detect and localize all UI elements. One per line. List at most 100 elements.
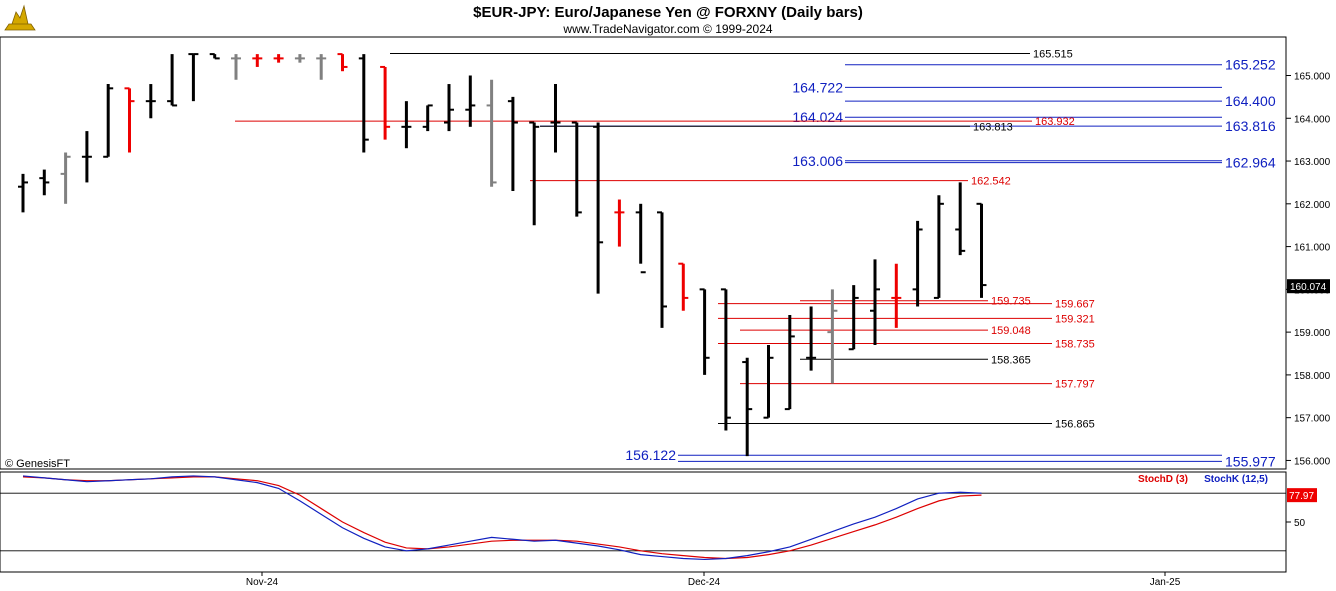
ohlc-bar xyxy=(763,344,774,419)
level-label: 164.400 xyxy=(1225,93,1276,109)
level-label: 163.006 xyxy=(792,153,843,169)
level-label: 163.816 xyxy=(1225,118,1276,134)
level-label: 159.735 xyxy=(991,296,1031,308)
stochastic-indicator: 50 77.97 xyxy=(0,475,1317,561)
ohlc-bar xyxy=(145,84,156,119)
ohlc-bar xyxy=(614,199,625,247)
price-tick-label: 163.000 xyxy=(1294,157,1331,168)
ohlc-bar xyxy=(912,220,923,307)
level-lines: 165.515 165.252 164.722 164.400 164.024 163.9… xyxy=(235,48,1276,469)
price-tick-label: 161.000 xyxy=(1294,243,1331,254)
watermark: © GenesisFT xyxy=(5,458,70,470)
ohlc-bar xyxy=(188,53,199,102)
stoch-last-label: 77.97 xyxy=(1289,491,1314,502)
ohlc-bar xyxy=(933,195,944,299)
chart-title: $EUR-JPY: Euro/Japanese Yen @ FORXNY (Da… xyxy=(473,4,863,21)
stoch-d-legend: StochD (3) xyxy=(1138,474,1188,485)
ohlc-bar xyxy=(231,54,241,80)
price-tick-label: 164.000 xyxy=(1294,114,1331,125)
ohlc-bar xyxy=(571,121,582,217)
level-label: 158.365 xyxy=(991,354,1031,366)
ohlc-bar xyxy=(81,131,92,183)
level-label: 156.865 xyxy=(1055,418,1095,430)
price-tick-label: 158.000 xyxy=(1294,371,1331,382)
ohlc-bar xyxy=(507,96,518,191)
level-label: 163.932 xyxy=(1035,116,1075,128)
level-label: 157.797 xyxy=(1055,379,1095,391)
time-tick-label: Dec-24 xyxy=(688,577,721,588)
ohlc-bar xyxy=(827,289,838,384)
price-panel xyxy=(0,36,1287,470)
ohlc-bar xyxy=(955,182,966,256)
stoch-k-line xyxy=(22,475,982,561)
ohlc-bar xyxy=(273,54,284,63)
price-tick-label: 156.000 xyxy=(1294,456,1331,467)
level-label: 159.667 xyxy=(1055,299,1095,311)
level-label: 162.964 xyxy=(1225,155,1276,171)
level-label: 165.252 xyxy=(1225,57,1276,73)
time-tick-label: Nov-24 xyxy=(246,577,279,588)
price-tick-label: 159.000 xyxy=(1294,328,1331,339)
ohlc-bar xyxy=(806,306,817,371)
ohlc-bar xyxy=(976,202,987,298)
ohlc-bar xyxy=(39,169,50,196)
level-label: 162.542 xyxy=(971,176,1011,188)
ohlc-bar xyxy=(60,152,71,204)
genesis-logo-icon xyxy=(4,4,36,31)
ohlc-bar xyxy=(678,262,689,311)
ohlc-bar xyxy=(593,122,604,294)
ohlc-bar xyxy=(784,315,795,411)
chart-subtitle: www.TradeNavigator.com © 1999-2024 xyxy=(562,22,772,36)
level-label: 164.024 xyxy=(792,109,843,125)
ohlc-bar xyxy=(720,288,731,431)
last-price-label: 160.074 xyxy=(1290,282,1327,293)
last-price-badge xyxy=(1287,279,1330,294)
level-label: 159.321 xyxy=(1055,313,1095,325)
ohlc-bar xyxy=(550,84,561,153)
level-label: 165.515 xyxy=(1033,48,1073,60)
ohlc-bar xyxy=(401,101,412,149)
level-label: 164.722 xyxy=(792,79,843,95)
ohlc-bar xyxy=(529,121,540,226)
level-label: 158.735 xyxy=(1055,338,1095,350)
ohlc-bar xyxy=(444,84,454,132)
stoch-last-badge xyxy=(1287,488,1317,503)
ohlc-bar xyxy=(891,263,902,328)
ohlc-bar xyxy=(167,54,178,107)
stoch-k-legend: StochK (12,5) xyxy=(1204,474,1268,485)
ohlc-bar xyxy=(380,65,391,140)
ohlc-bar xyxy=(18,173,28,213)
price-tick-label: 165.000 xyxy=(1294,71,1331,82)
ohlc-bar xyxy=(870,259,880,345)
header: $EUR-JPY: Euro/Japanese Yen @ FORXNY (Da… xyxy=(4,4,863,36)
ohlc-bar xyxy=(657,211,667,328)
ohlc-bar xyxy=(209,53,220,60)
ohlc-bar xyxy=(848,285,859,351)
time-tick-label: Jan-25 xyxy=(1150,577,1181,588)
ohlc-bar xyxy=(103,84,114,158)
price-tick-label: 157.000 xyxy=(1294,414,1331,425)
ohlc-bar xyxy=(742,357,753,457)
stoch-tick-label: 50 xyxy=(1294,518,1306,529)
ohlc-bar xyxy=(252,54,263,67)
ohlc-bar xyxy=(486,79,497,187)
price-tick-label: 162.000 xyxy=(1294,200,1331,211)
level-label: 159.048 xyxy=(991,325,1031,337)
ohlc-bar xyxy=(465,75,476,127)
ohlc-bar xyxy=(422,104,433,132)
stoch-d-line xyxy=(22,476,982,560)
ohlc-bar xyxy=(699,288,710,375)
level-label: 156.122 xyxy=(625,447,676,463)
ohlc-bar xyxy=(294,54,305,63)
ohlc-bar xyxy=(124,87,135,153)
ohlc-bar xyxy=(316,54,327,80)
ohlc-bar xyxy=(635,203,646,274)
level-label: 155.977 xyxy=(1225,453,1276,469)
ohlc-bar xyxy=(358,54,369,153)
ohlc-bar xyxy=(337,53,348,72)
time-axis: Nov-24 Dec-24 Jan-25 xyxy=(246,572,1181,588)
level-label: 163.813 xyxy=(973,121,1013,133)
price-bars xyxy=(18,53,987,457)
